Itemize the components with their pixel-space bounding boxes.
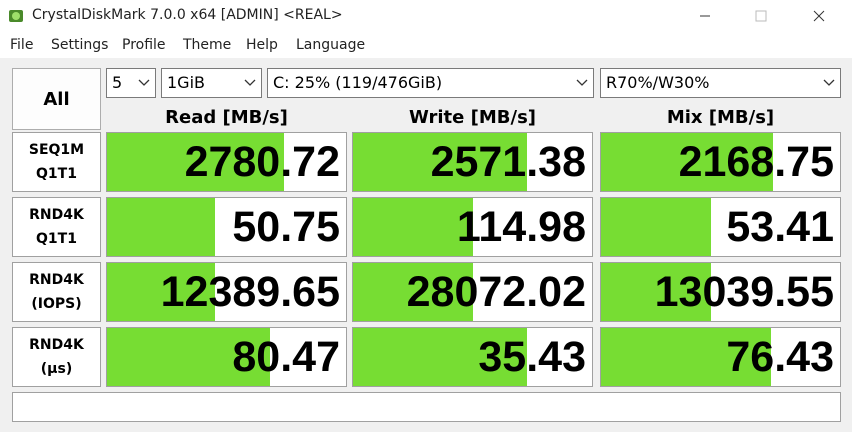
row-label-line: SEQ1M [28, 142, 85, 158]
result-cell: 80.47 [106, 327, 347, 387]
row-label-line: Q1T1 [36, 231, 77, 247]
column-header: Mix [MB/s] [666, 107, 775, 128]
result-cell: 76.43 [600, 327, 841, 387]
result-bar [107, 133, 284, 191]
row-label-line: RND4K [29, 337, 84, 353]
result-cell: 2168.75 [600, 132, 841, 192]
result-value: 35.43 [478, 332, 586, 381]
result-value: 76.43 [726, 332, 834, 381]
result-value: 80.47 [232, 332, 340, 381]
result-value: 13039.55 [654, 267, 834, 316]
result-value: 2780.72 [184, 137, 340, 186]
row-label-line: Q1T1 [36, 166, 77, 182]
column-header: Read [MB/s] [165, 107, 288, 128]
result-cell: 53.41 [600, 197, 841, 257]
dropdown[interactable]: 1GiB [161, 68, 262, 98]
result-bar [107, 198, 215, 256]
result-cell: 50.75 [106, 197, 347, 257]
dropdown[interactable]: 5 [106, 68, 156, 98]
comment-box[interactable] [12, 392, 841, 422]
row-label: SEQ1M Q1T1 [12, 132, 101, 192]
all-button[interactable]: All [12, 68, 101, 130]
result-cell: 28072.02 [352, 262, 593, 322]
dropdown-value: 5 [112, 73, 123, 92]
menu-item[interactable]: Theme [183, 37, 232, 53]
dropdown-arrow [823, 79, 835, 86]
result-bar [601, 198, 711, 256]
title-bar: CrystalDiskMark 7.0.0 x64 [ADMIN] <REAL> [0, 0, 852, 32]
result-bar [353, 133, 528, 191]
result-value: 50.75 [232, 202, 340, 251]
result-bar [107, 263, 215, 321]
result-cell: 2780.72 [106, 132, 347, 192]
app-icon [9, 10, 23, 22]
menu-item[interactable]: Help [246, 37, 278, 53]
dropdown-value: C: 25% (119/476GiB) [273, 73, 443, 92]
result-bar [353, 263, 473, 321]
window-buttons[interactable] [690, 8, 840, 24]
window-title: CrystalDiskMark 7.0.0 x64 [ADMIN] <REAL> [32, 7, 343, 23]
row-label: RND4K (µs) [12, 327, 101, 387]
result-bar [601, 263, 711, 321]
result-value: 53.41 [726, 202, 834, 251]
row-label-line: (µs) [40, 361, 73, 377]
menu-item[interactable]: Language [296, 37, 366, 53]
menu-item[interactable]: File [10, 37, 34, 53]
dropdown[interactable]: R70%/W30% [600, 68, 841, 98]
result-bar [107, 328, 270, 386]
row-label: RND4K Q1T1 [12, 197, 101, 257]
row-label-line: RND4K [29, 207, 84, 223]
result-value: 12389.65 [160, 267, 340, 316]
result-bar [601, 133, 774, 191]
result-cell: 2571.38 [352, 132, 593, 192]
result-value: 28072.02 [406, 267, 586, 316]
row-label-line: RND4K [29, 272, 84, 288]
dropdown-value: 1GiB [167, 73, 205, 92]
result-value: 2168.75 [678, 137, 834, 186]
result-cell: 12389.65 [106, 262, 347, 322]
row-label-line: (IOPS) [31, 296, 82, 312]
result-bar [353, 328, 528, 386]
dropdown-arrow [244, 79, 256, 86]
result-cell: 35.43 [352, 327, 593, 387]
dropdown-value: R70%/W30% [606, 73, 710, 92]
menu-item[interactable]: Settings [51, 37, 109, 53]
result-value: 2571.38 [430, 137, 586, 186]
result-cell: 13039.55 [600, 262, 841, 322]
result-bar [353, 198, 473, 256]
menu-bar: File Settings Profile Theme Help Language [0, 32, 852, 58]
result-cell: 114.98 [352, 197, 593, 257]
row-label: RND4K (IOPS) [12, 262, 101, 322]
dropdown-arrow [576, 79, 588, 86]
column-header: Write [MB/s] [408, 107, 537, 128]
result-bar [601, 328, 771, 386]
result-value: 114.98 [456, 202, 586, 251]
dropdown-arrow [138, 79, 150, 86]
dropdown[interactable]: C: 25% (119/476GiB) [267, 68, 594, 98]
menu-item[interactable]: Profile [122, 37, 166, 53]
